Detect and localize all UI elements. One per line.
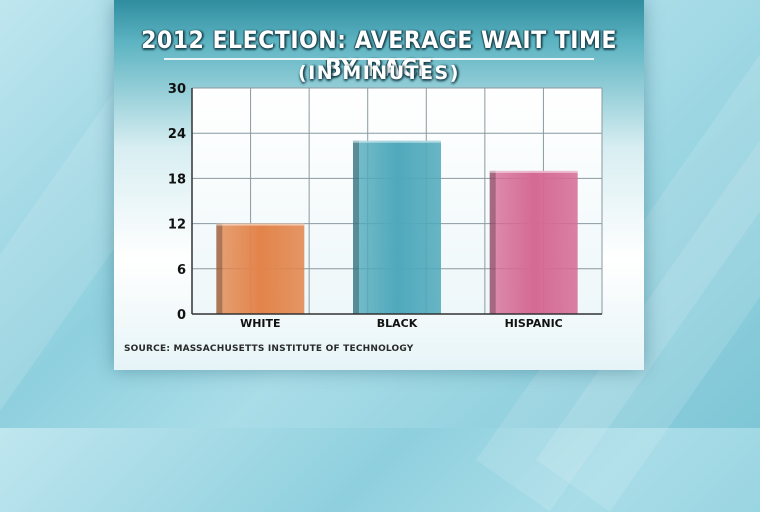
- x-tick-label: WHITE: [240, 317, 280, 330]
- chart-subtitle: (IN MINUTES): [298, 62, 460, 84]
- title-underline: [164, 58, 594, 60]
- y-tick-label: 18: [168, 172, 186, 187]
- bar-chart: 0 6 12 18 24 30 WHITE BLACK HISPANIC: [168, 82, 603, 330]
- bar-highlight: [353, 140, 441, 143]
- bar-shade: [353, 140, 359, 314]
- bar-shade: [216, 223, 223, 314]
- bar-highlight: [489, 170, 578, 173]
- y-tick-label: 24: [168, 127, 186, 142]
- bar-highlight: [216, 223, 305, 226]
- y-tick-label: 30: [168, 82, 186, 97]
- bar-white: [216, 223, 305, 314]
- bar-black: [353, 140, 441, 314]
- y-tick-label: 6: [177, 263, 186, 278]
- bar-shade: [489, 170, 496, 314]
- y-tick-label: 12: [168, 218, 186, 233]
- x-tick-label: HISPANIC: [505, 317, 563, 330]
- y-tick-label: 0: [177, 308, 186, 323]
- chart-panel: 2012 ELECTION: AVERAGE WAIT TIME BY RACE…: [114, 0, 644, 370]
- bar-hispanic: [489, 170, 578, 314]
- x-tick-label: BLACK: [377, 317, 418, 330]
- source-note: SOURCE: MASSACHUSETTS INSTITUTE OF TECHN…: [124, 344, 414, 354]
